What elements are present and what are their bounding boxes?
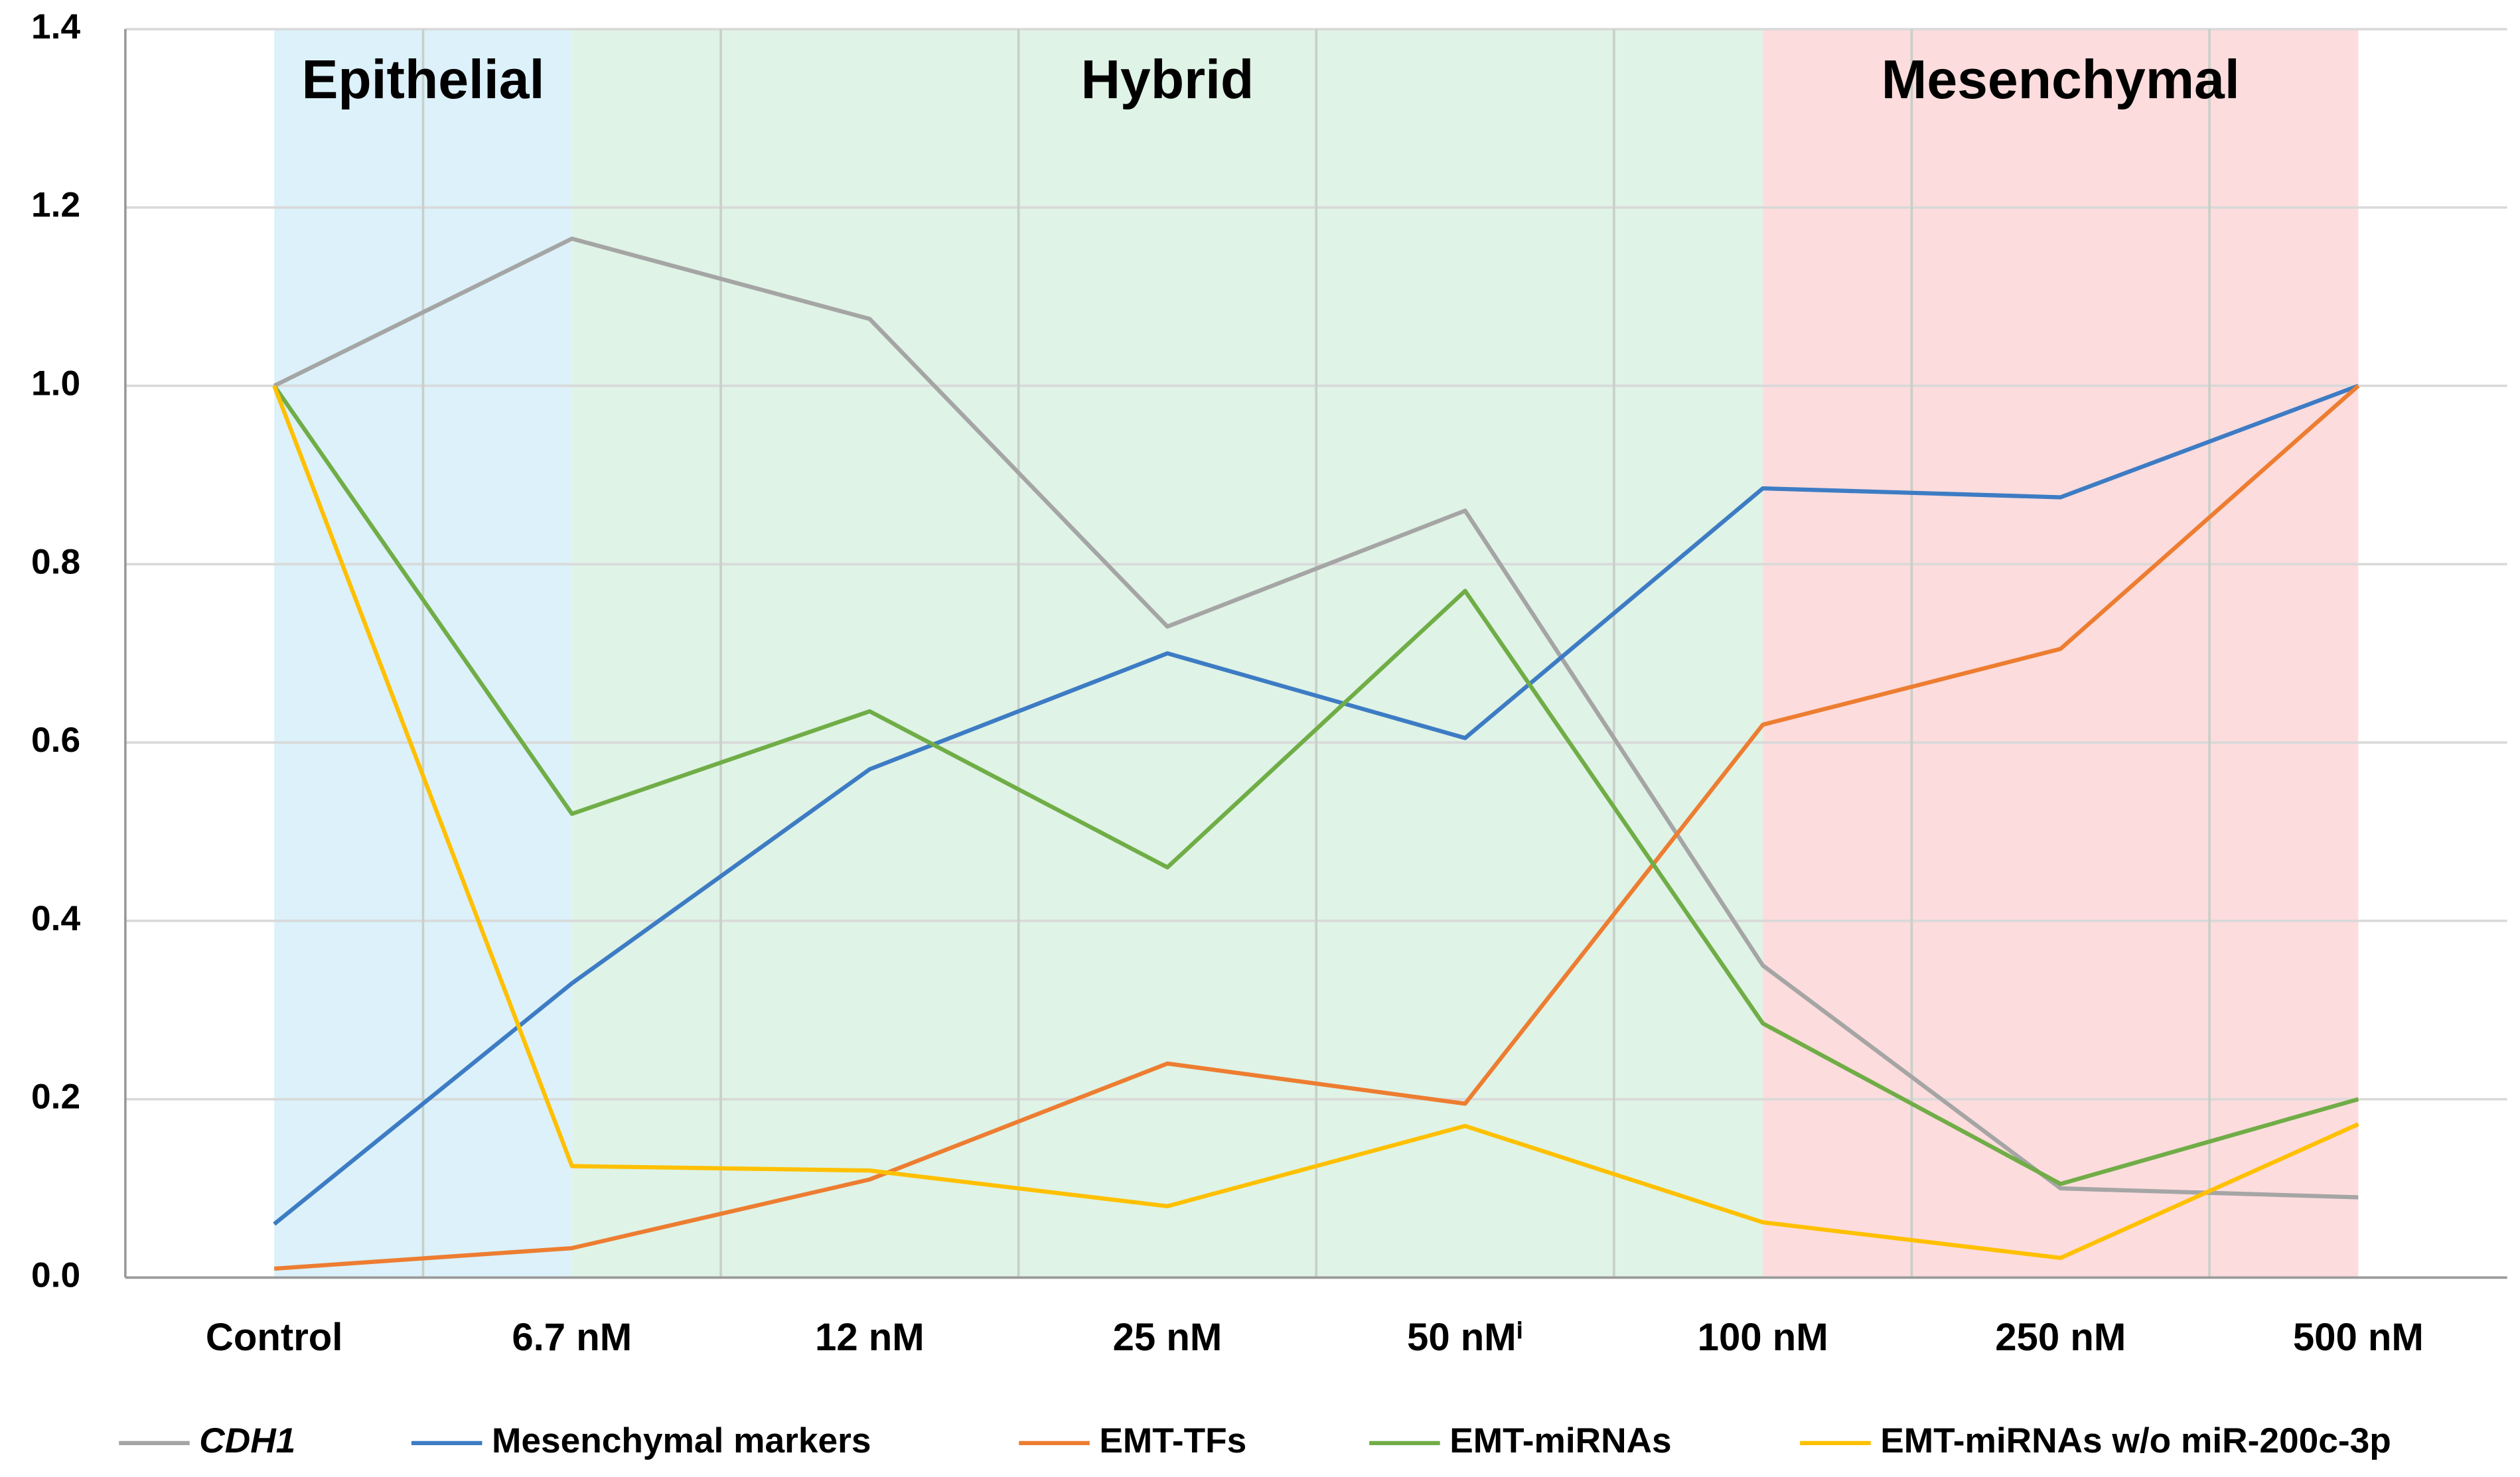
region-label: Mesenchymal <box>1882 49 2240 110</box>
series-line <box>272 385 2359 1261</box>
legend-label: EMT-miRNAs w/o miR-200c-3p <box>1880 1421 2391 1460</box>
lines <box>272 236 2360 1271</box>
series-line <box>273 384 2360 1271</box>
x-tick-label: 500 nM <box>2293 1316 2424 1359</box>
y-tick-label: 1.4 <box>31 7 80 46</box>
region <box>1763 29 2359 1278</box>
series-line <box>273 384 2359 1226</box>
x-tick-label: 250 nM <box>1995 1316 2126 1359</box>
labels: Epithelial Hybrid Mesenchymal 0.0 0.2 0.4 0.6 0… <box>31 7 2424 1460</box>
y-tick-label: 0.2 <box>31 1078 80 1117</box>
legend-label: Mesenchymal markers <box>492 1421 871 1460</box>
x-tick-label: 6.7 nM <box>512 1316 632 1359</box>
y-tick-label: 0.0 <box>31 1256 80 1295</box>
y-tick-label: 1.0 <box>31 364 80 403</box>
x-tick-label: 50 nMⁱ <box>1407 1316 1523 1359</box>
region-label: Epithelial <box>301 49 544 110</box>
y-tick-label: 0.8 <box>31 542 80 581</box>
series-line <box>272 384 2359 1186</box>
region-label: Hybrid <box>1081 49 1254 110</box>
legend-label: EMT-miRNAs <box>1449 1421 1671 1460</box>
x-tick-label: Control <box>206 1316 343 1359</box>
y-tick-label: 0.4 <box>31 899 80 938</box>
legend-label: EMT-TFs <box>1099 1421 1246 1460</box>
x-tick-label: 25 nM <box>1113 1316 1223 1359</box>
x-tick-label: 100 nM <box>1698 1316 1828 1359</box>
y-tick-label: 0.6 <box>31 721 80 760</box>
y-tick-label: 1.2 <box>31 186 80 225</box>
x-tick-label: 12 nM <box>815 1316 925 1359</box>
series-line <box>273 236 2359 1200</box>
grid <box>124 28 2507 1279</box>
legend-label: CDH1 <box>199 1421 295 1460</box>
